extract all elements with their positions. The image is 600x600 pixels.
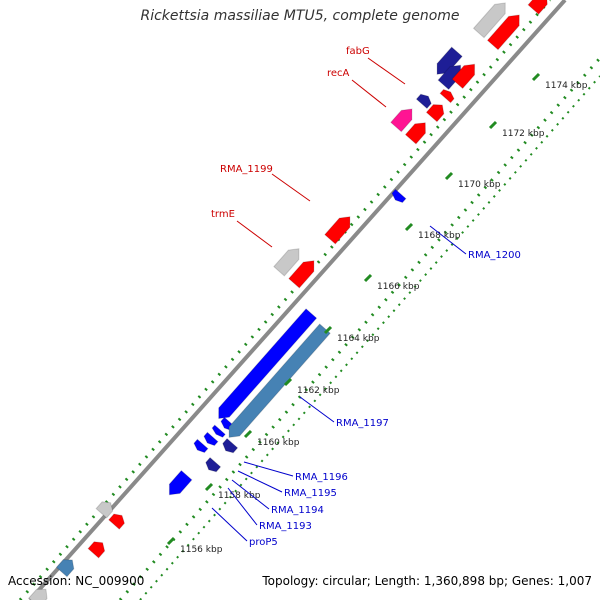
scale-tick-mark	[283, 377, 293, 387]
gene-arrow-22	[439, 88, 455, 104]
scale-tick-mark	[204, 482, 214, 492]
gene-arrow-28	[527, 0, 548, 15]
scale-tick-mark	[488, 120, 498, 130]
gene-arrow-4	[108, 513, 126, 530]
scale-tick-mark	[363, 273, 373, 283]
scale-ticks: 1156 kbp 1158 kbp 1160 kbp 1162 kbp 1164 kbp…	[166, 72, 588, 555]
scale-tick-label: 1172 kbp	[502, 129, 545, 139]
gene-arrow-20	[415, 93, 432, 110]
gene-label-RMA_1197: RMA_1197	[336, 418, 389, 429]
genome-summary: Topology: circular; Length: 1,360,898 bp…	[262, 574, 592, 588]
gene-label-RMA_1196: RMA_1196	[295, 472, 348, 483]
map-title: Rickettsia massiliae MTU5, complete geno…	[140, 8, 460, 24]
leader-line	[237, 470, 283, 493]
gene-label-RMA_1195: RMA_1195	[284, 488, 337, 499]
gene-label-RMA_1199: RMA_1199	[220, 164, 273, 175]
scale-tick-label: 1164 kbp	[337, 334, 380, 344]
gene-arrow-2	[87, 541, 106, 559]
gene-arrow-25	[451, 63, 476, 90]
gene-arrow-6	[205, 456, 222, 473]
scale-tick-label: 1162 kbp	[297, 386, 340, 396]
leader-line	[271, 173, 311, 202]
gene-label-RMA_1200: RMA_1200	[468, 250, 521, 261]
feature-track	[28, 0, 548, 600]
gene-arrow-9	[211, 424, 226, 438]
gene-label-fabG: fabG	[346, 46, 370, 57]
gene-arrow-21	[425, 104, 445, 123]
gene-arrow-8	[203, 431, 219, 447]
outer-dot-ring	[18, 0, 552, 600]
gene-arrow-5	[168, 469, 193, 496]
gene-arrow-27	[486, 14, 520, 51]
gene-arrow-26	[472, 2, 506, 39]
scale-tick-label: 1166 kbp	[377, 282, 420, 292]
label-leaders: fabG recA RMA_1199 trmE RMA_1200 RMA_1197 RMA_…	[211, 46, 521, 548]
gene-label-recA: recA	[327, 68, 350, 79]
scale-tick-label: 1158 kbp	[218, 491, 261, 501]
leader-line	[227, 487, 258, 526]
leader-line	[299, 396, 335, 423]
accession-text: Accession: NC_009900	[8, 574, 145, 588]
gene-arrow-12	[228, 323, 331, 438]
leader-line	[236, 220, 273, 248]
leader-line	[351, 79, 387, 108]
scale-tick-mark	[444, 171, 454, 181]
scale-tick-label: 1170 kbp	[458, 180, 501, 190]
gene-arrow-7	[193, 438, 209, 454]
gene-arrow-0	[28, 588, 48, 600]
inner-dot-ring	[118, 57, 600, 600]
leader-line	[429, 225, 467, 255]
gene-label-trmE: trmE	[211, 209, 235, 220]
scale-tick-label: 1160 kbp	[257, 438, 300, 448]
gene-arrow-16	[324, 216, 351, 245]
scale-tick-mark	[323, 325, 333, 335]
gene-arrow-19	[404, 122, 426, 145]
gene-arrow-15	[288, 260, 315, 289]
scale-tick-label: 1168 kbp	[418, 231, 461, 241]
gene-arrow-11	[218, 308, 318, 420]
gene-arrow-3	[95, 501, 114, 519]
scale-tick-label: 1174 kbp	[545, 81, 588, 91]
gene-arrow-23	[436, 46, 463, 75]
scale-tick-label: 1156 kbp	[180, 545, 223, 555]
gene-label-RMA_1193: RMA_1193	[259, 521, 312, 532]
gene-label-proP5: proP5	[249, 537, 278, 548]
gene-arrow-17	[391, 188, 407, 204]
scale-tick-mark	[531, 72, 541, 82]
gene-arrow-18	[390, 108, 413, 133]
gene-arrow-14	[273, 248, 300, 277]
leader-line	[231, 479, 270, 510]
gene-arrow-13	[222, 437, 239, 454]
leader-line	[211, 507, 248, 542]
scale-tick-mark	[166, 536, 176, 546]
leader-line	[367, 57, 406, 85]
scale-tick-mark	[243, 429, 253, 439]
gene-label-RMA_1194: RMA_1194	[271, 505, 324, 516]
backbone	[28, 0, 567, 600]
gene-arrow-1	[55, 559, 75, 578]
scale-tick-mark	[404, 222, 414, 232]
leader-line	[243, 461, 294, 477]
